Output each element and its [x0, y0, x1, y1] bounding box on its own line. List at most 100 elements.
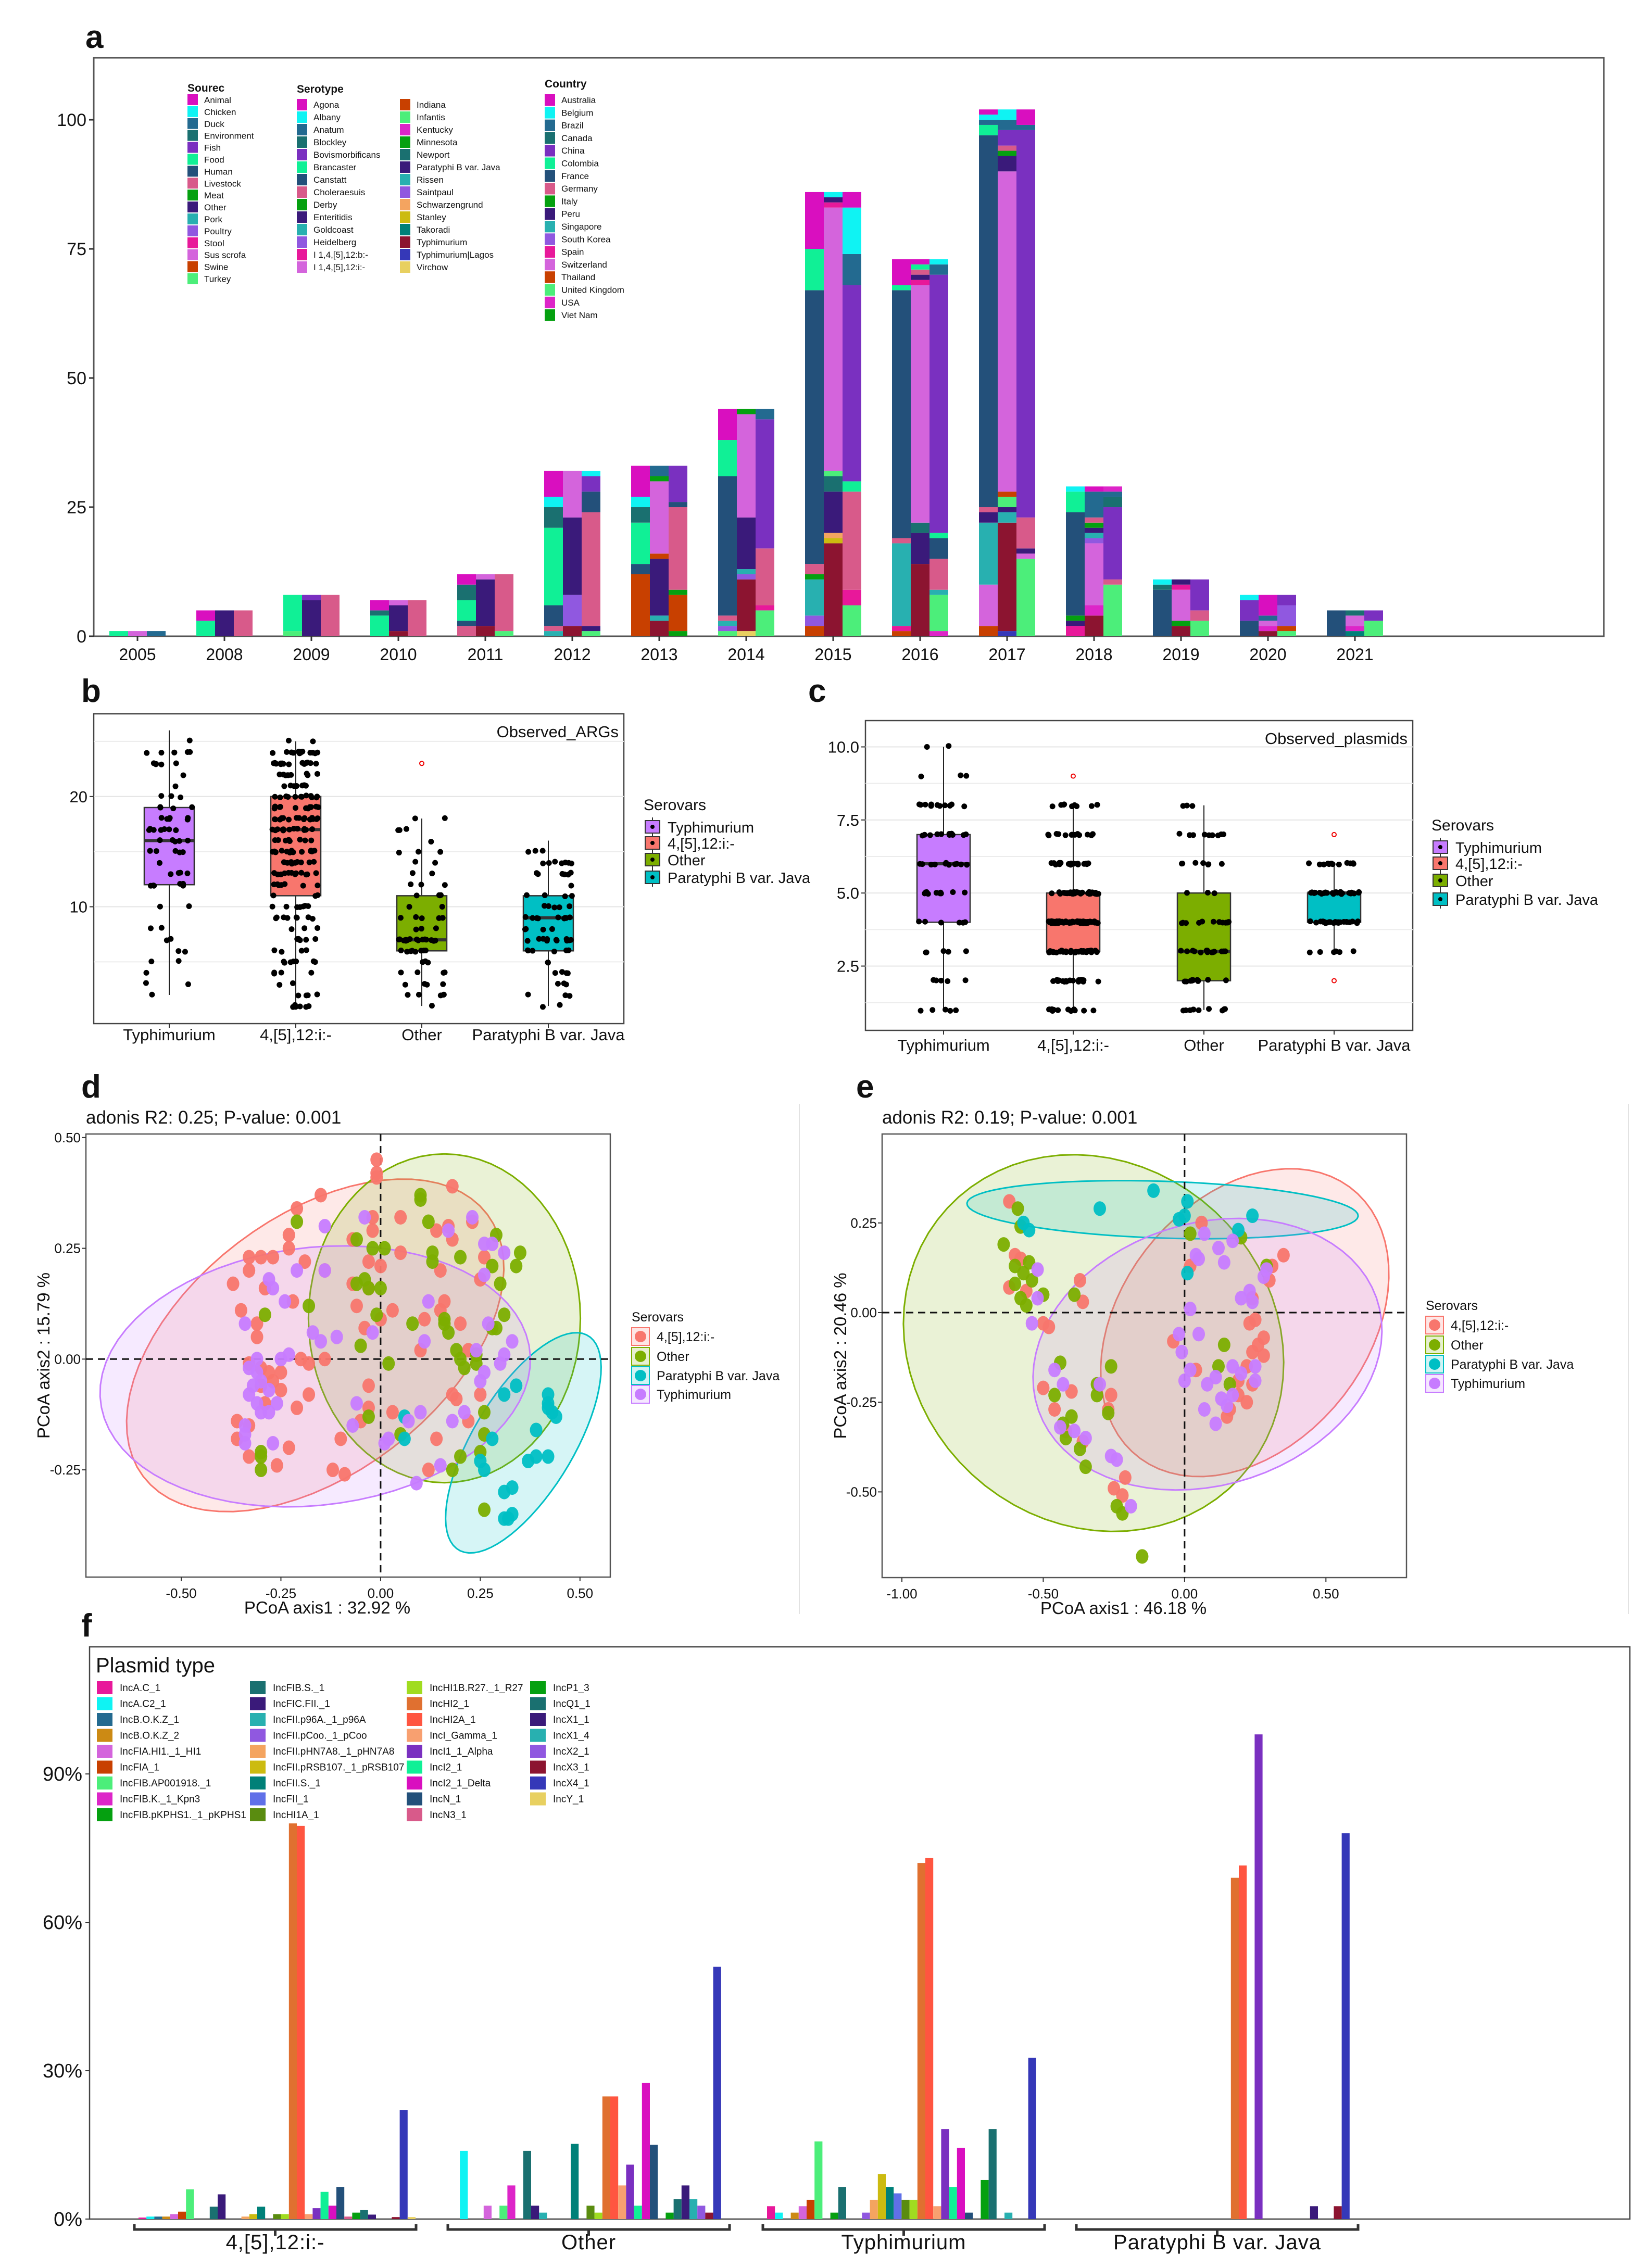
jitter-point [945, 949, 951, 955]
sample-point [1217, 1337, 1230, 1352]
bar-segment-serotype [911, 533, 929, 564]
bar-segment-serotype [389, 605, 408, 632]
x-tick-label: -1.00 [886, 1586, 917, 1602]
jitter-point [1049, 890, 1055, 897]
legend-label: Typhimurium [417, 237, 467, 247]
sample-point [298, 1254, 311, 1269]
jitter-point [307, 760, 313, 766]
legend-swatch [545, 296, 555, 309]
legend-plasmid-type: Plasmid type IncA.C_1 IncA.C2_1 IncB.O.K.Z_… [96, 1654, 591, 1821]
bar-segment-serotype [650, 553, 669, 559]
bar-IncX1_4 [689, 2199, 698, 2219]
jitter-point [172, 848, 179, 854]
year-group-2012 [544, 471, 600, 636]
bar-segment-serotype [1259, 595, 1277, 616]
legend-swatch [400, 261, 410, 273]
bar-IncA.C2_1 [775, 2212, 783, 2219]
jitter-point [1350, 860, 1356, 866]
bar-segment-sourec [196, 610, 215, 621]
jitter-point [963, 831, 969, 837]
jitter-point [315, 804, 321, 810]
bar-segment-country [1364, 621, 1383, 636]
sample-point [346, 1418, 359, 1433]
sample-point [1184, 1302, 1197, 1317]
legend-key-dot [1429, 1378, 1440, 1389]
jitter-point [945, 978, 951, 985]
legend-label: Schwarzengrund [417, 200, 483, 210]
bar-segment-country [582, 476, 600, 492]
points-Typhimurium [238, 1209, 519, 1491]
jitter-point [1190, 1006, 1197, 1013]
panel-label-e: e [856, 1069, 874, 1105]
bar-segment-serotype [1346, 626, 1364, 632]
jitter-point [270, 849, 276, 855]
bar-IncFII.S._1 [886, 2187, 894, 2219]
confidence-ellipse-Other [902, 1154, 1285, 1532]
legend-label: IncHI2A_1 [430, 1715, 476, 1725]
sample-point [315, 1188, 328, 1203]
legend-swatch [97, 1745, 112, 1758]
box-4,[5],12:i:- [1045, 773, 1101, 1014]
jitter-point [1200, 860, 1207, 866]
bar-segment-country [843, 492, 861, 590]
legend-label: Animal [204, 95, 231, 105]
jitter-point [288, 772, 294, 778]
jitter-point [964, 862, 970, 868]
sample-point [1240, 1395, 1253, 1410]
jitter-point [1057, 891, 1063, 897]
legend-swatch [187, 190, 198, 201]
sample-point [1212, 1241, 1225, 1256]
jitter-point [271, 870, 278, 876]
bar-segment-serotype [998, 631, 1016, 636]
bar-segment-sourec [1066, 621, 1085, 626]
sample-point [238, 1435, 252, 1451]
y-tick-label: 30% [43, 2060, 82, 2082]
bar-segment-serotype [650, 465, 669, 476]
sample-point [1009, 1276, 1022, 1291]
legend-label: Germany [561, 184, 598, 194]
legend-swatch [530, 1760, 546, 1774]
jitter-point [1090, 1007, 1097, 1014]
jitter-point [158, 815, 165, 821]
jitter-point [281, 859, 287, 865]
legend-key-dot [1438, 861, 1442, 865]
legend-swatch [97, 1713, 112, 1726]
legend-label: United Kingdom [561, 285, 624, 295]
legend-swatch [400, 149, 410, 160]
jitter-point [293, 958, 299, 964]
bar-segment-country [408, 600, 426, 636]
legend-swatch [545, 221, 555, 233]
bar-segment-sourec [892, 543, 911, 626]
bar-segment-serotype [824, 192, 843, 197]
jitter-point [1205, 861, 1212, 867]
legend-serovars: Serovars Typhimurium4,[5],12:i:-OtherPara… [644, 797, 811, 887]
x-tick-label: 4,[5],12:i:- [260, 1026, 332, 1044]
jitter-point [288, 870, 295, 876]
jitter-point [286, 816, 292, 823]
sample-point [474, 1374, 487, 1389]
sample-point [1102, 1405, 1115, 1420]
jitter-point [1083, 948, 1089, 954]
x-tick-label: 2016 [901, 645, 938, 664]
bar-IncI_Gamma_1 [933, 2206, 941, 2219]
bar-segment-serotype [476, 626, 495, 636]
jitter-point [551, 904, 558, 911]
bar-segment-serotype [911, 280, 929, 285]
legend-key-dot [1429, 1319, 1440, 1331]
legend-swatch [97, 1792, 112, 1806]
jitter-point [916, 801, 922, 808]
legend-key-dot [635, 1331, 646, 1342]
jitter-point [157, 804, 164, 810]
jitter-point [296, 749, 303, 755]
legend-label: Albany [313, 112, 341, 122]
panel-label-a: a [85, 19, 104, 55]
jitter-point [182, 949, 188, 955]
jitter-point [301, 782, 307, 788]
bar-segment-sourec [1153, 579, 1172, 585]
jitter-point [186, 903, 192, 910]
plot-title: adonis R2: 0.19; P-value: 0.001 [882, 1107, 1137, 1128]
bar-segment-serotype [911, 274, 929, 280]
bar-IncX4_1 [1341, 1833, 1350, 2219]
legend-label: Poultry [204, 226, 232, 236]
